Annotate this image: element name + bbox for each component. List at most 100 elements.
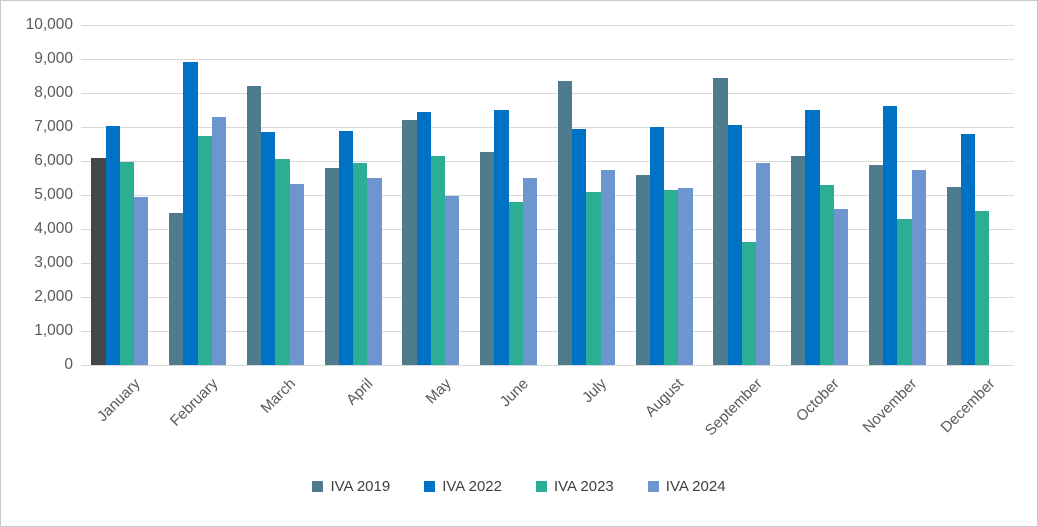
- x-axis-label-april: April: [343, 375, 377, 409]
- bar-iva-2019-may: [402, 119, 417, 365]
- bar-iva-2019-april: [324, 168, 339, 365]
- legend-label-iva-2023: IVA 2023: [554, 478, 614, 495]
- bar-iva-2022-october: [805, 109, 820, 365]
- bar-iva-2023-september: [741, 241, 757, 365]
- x-axis-label-june: June: [496, 375, 532, 411]
- bar-iva-2019-august: [635, 175, 650, 365]
- bar-iva-2019-november: [868, 165, 884, 365]
- y-axis-tick-label-4000: 4,000: [34, 220, 73, 237]
- bar-iva-2023-february: [197, 135, 212, 365]
- category-group-january: [81, 25, 159, 365]
- y-axis-tick-label-2000: 2,000: [34, 288, 73, 305]
- gridline-7000: [81, 126, 1014, 128]
- bar-iva-2023-march: [275, 159, 290, 365]
- bar-iva-2024-november: [911, 169, 926, 365]
- bar-iva-2019-october: [791, 156, 806, 365]
- gridline-2000: [81, 296, 1014, 298]
- legend-label-iva-2022: IVA 2022: [442, 478, 502, 495]
- bar-iva-2023-april: [353, 162, 368, 365]
- y-axis-tick-label-6000: 6,000: [34, 152, 73, 169]
- bar-iva-2022-december: [960, 133, 976, 365]
- category-group-june: [470, 25, 548, 365]
- category-group-march: [237, 25, 315, 365]
- x-axis-label-july: July: [578, 375, 610, 407]
- x-axis-label-august: August: [642, 375, 688, 421]
- bar-iva-2023-june: [508, 201, 523, 365]
- category-group-april: [314, 25, 392, 365]
- bar-iva-2022-july: [572, 128, 587, 365]
- bar-iva-2019-january: [91, 157, 106, 365]
- gridline-9000: [81, 58, 1014, 60]
- y-axis-tick-label-7000: 7,000: [34, 118, 73, 135]
- y-axis: 0 1,000 2,000 3,000 4,000 5,000 6,000 7,000 8,00…: [1, 1, 73, 526]
- category-group-september: [703, 25, 781, 365]
- bar-iva-2022-may: [416, 111, 431, 365]
- legend-swatch-icon-iva-2024: [647, 481, 659, 492]
- bar-iva-2022-august: [649, 126, 665, 365]
- y-axis-tick-label-9000: 9,000: [34, 50, 73, 67]
- bar-iva-2023-may: [430, 156, 446, 365]
- category-group-november: [859, 25, 937, 365]
- bar-iva-2019-june: [480, 151, 495, 365]
- legend-swatch-icon-iva-2019: [312, 481, 324, 492]
- bar-iva-2024-may: [445, 196, 460, 365]
- bar-iva-2019-september: [713, 78, 728, 365]
- gridline-3000: [81, 262, 1014, 264]
- y-axis-tick-label-0: 0: [64, 356, 73, 373]
- bar-iva-2022-november: [883, 105, 898, 365]
- bar-iva-2022-february: [183, 62, 198, 365]
- bar-iva-2023-december: [975, 211, 990, 365]
- y-axis-tick-label-3000: 3,000: [34, 254, 73, 271]
- x-axis-label-february: February: [166, 375, 221, 430]
- bar-iva-2019-march: [246, 86, 262, 365]
- y-axis-tick-label-10000: 10,000: [25, 16, 73, 33]
- gridline-6000: [81, 160, 1014, 162]
- x-axis-label-september: September: [701, 375, 766, 440]
- bar-iva-2023-august: [664, 189, 679, 365]
- legend-item-iva-2024: IVA 2024: [647, 478, 726, 495]
- bar-iva-2023-january: [119, 162, 135, 365]
- x-axis-label-november: November: [859, 375, 921, 437]
- bar-iva-2024-march: [289, 184, 304, 365]
- legend-label-iva-2019: IVA 2019: [330, 478, 391, 495]
- bar-iva-2024-september: [756, 162, 771, 365]
- bar-iva-2019-july: [557, 81, 573, 365]
- bar-iva-2024-february: [211, 117, 227, 365]
- bar-iva-2024-august: [678, 187, 693, 365]
- legend-label-iva-2024: IVA 2024: [665, 478, 726, 495]
- category-group-august: [625, 25, 703, 365]
- gridline-5000: [81, 194, 1014, 196]
- legend-item-iva-2022: IVA 2022: [424, 478, 502, 495]
- bar-iva-2022-march: [261, 132, 276, 365]
- gridline-4000: [81, 228, 1014, 230]
- x-axis-label-december: December: [937, 375, 999, 437]
- x-axis-label-march: March: [257, 375, 299, 417]
- y-axis-tick-label-8000: 8,000: [34, 84, 73, 101]
- gridline-1000: [81, 330, 1014, 332]
- gridline-8000: [81, 92, 1014, 94]
- gridline-10000: [81, 24, 1014, 26]
- bar-iva-2024-april: [367, 177, 382, 365]
- legend-swatch-icon-iva-2022: [424, 481, 436, 492]
- legend-swatch-icon-iva-2023: [536, 481, 547, 492]
- category-group-july: [548, 25, 626, 365]
- plot-area: [81, 24, 1014, 366]
- category-group-may: [392, 25, 470, 365]
- legend-item-iva-2019: IVA 2019: [312, 478, 390, 495]
- bar-iva-2022-april: [338, 130, 354, 365]
- bar-iva-2019-february: [169, 213, 184, 365]
- bar-iva-2019-december: [946, 187, 961, 365]
- x-axis-label-may: May: [422, 375, 455, 408]
- x-axis-label-october: October: [793, 375, 843, 426]
- x-axis-label-january: January: [93, 375, 144, 426]
- bar-iva-2023-october: [819, 185, 834, 365]
- bar-iva-2022-june: [494, 110, 509, 365]
- chart-legend: IVA 2019 IVA 2022 IVA 2023 IVA 2024: [1, 478, 1037, 495]
- y-axis-tick-label-1000: 1,000: [34, 322, 73, 339]
- bar-iva-2024-october: [833, 208, 849, 365]
- category-group-december: [936, 25, 1014, 365]
- bar-iva-2023-november: [897, 218, 912, 365]
- bar-iva-2024-june: [522, 178, 538, 365]
- bar-iva-2022-january: [105, 126, 120, 365]
